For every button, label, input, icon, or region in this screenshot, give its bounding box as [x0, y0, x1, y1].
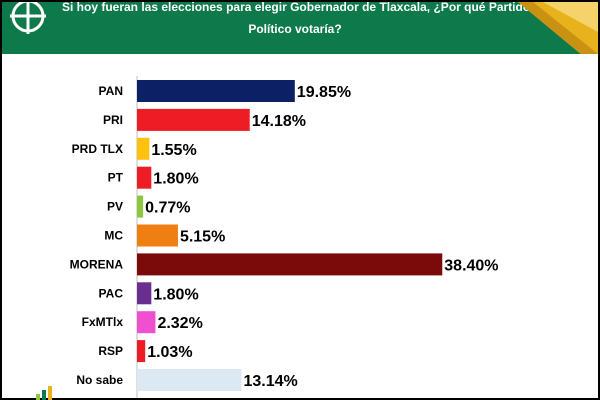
value-label-pt: 1.80% [153, 171, 198, 188]
category-label-pt: PT [108, 171, 124, 185]
value-label-rsp: 1.03% [147, 344, 192, 361]
crosshair-logo-icon [10, 2, 46, 34]
value-label-pan: 19.85% [297, 84, 351, 101]
bar-mc [137, 224, 178, 247]
category-label-no-sabe: No sabe [76, 373, 123, 387]
bar-pt [137, 166, 152, 189]
value-label-fxmtlx: 2.32% [157, 315, 202, 332]
category-label-rsp: RSP [98, 344, 123, 358]
category-label-pac: PAC [99, 286, 124, 300]
value-label-pri: 14.18% [252, 113, 306, 130]
category-label-morena: MORENA [70, 257, 124, 271]
bar-morena [137, 253, 443, 276]
value-label-pv: 0.77% [145, 200, 190, 217]
chart-title: Si hoy fueran las elecciones para elegir… [62, 2, 531, 40]
chart-title-line-2: Político votaría? [248, 22, 342, 36]
category-label-prd-tlx: PRD TLX [72, 142, 123, 156]
value-label-morena: 38.40% [444, 257, 498, 274]
bar-rsp [137, 340, 146, 363]
header-banner: Si hoy fueran las elecciones para elegir… [2, 2, 598, 54]
value-label-no-sabe: 13.14% [243, 373, 297, 390]
value-label-pac: 1.80% [153, 286, 198, 303]
chart-title-line-1: Si hoy fueran las elecciones para elegir… [62, 2, 531, 14]
bar-pac [137, 282, 152, 305]
category-label-mc: MC [104, 229, 123, 243]
category-label-pv: PV [107, 200, 123, 214]
bar-no-sabe [137, 369, 242, 391]
corner-ribbon-decoration [518, 2, 598, 54]
bar-fxmtlx [137, 311, 156, 334]
bar-pri [137, 108, 250, 131]
category-label-fxmtlx: FxMTlx [82, 315, 124, 329]
bar-pan [137, 80, 295, 102]
category-label-pan: PAN [99, 84, 123, 98]
bar-prd-tlx [137, 137, 150, 160]
category-label-pri: PRI [103, 113, 123, 127]
value-label-mc: 5.15% [180, 229, 225, 246]
value-label-prd-tlx: 1.55% [151, 142, 196, 159]
footer-bars-logo-icon [36, 386, 52, 400]
bar-pv [137, 195, 144, 218]
